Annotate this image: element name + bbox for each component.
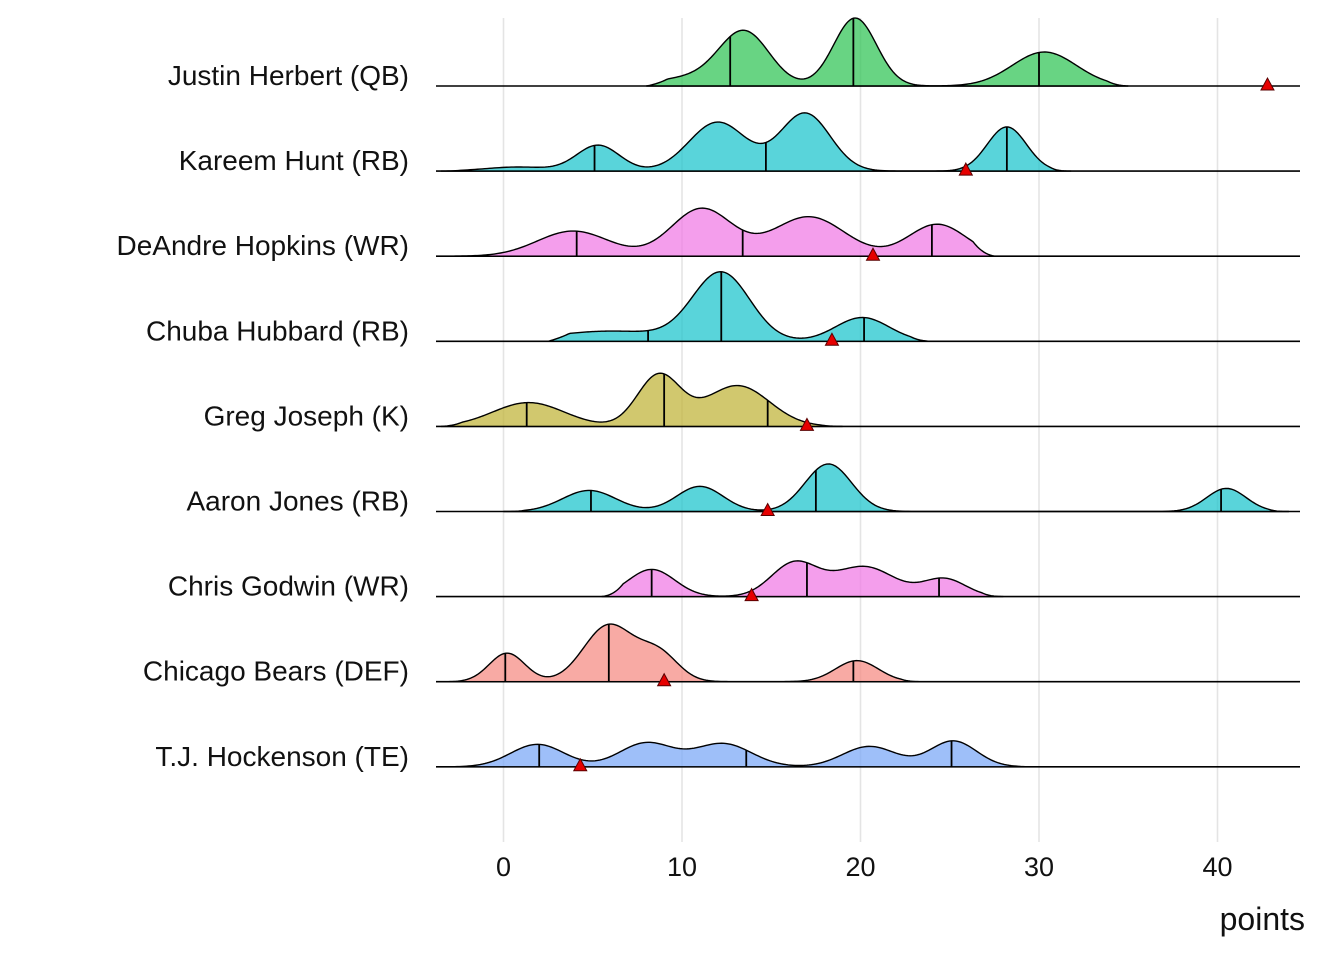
actual-score-marker-4 — [799, 417, 815, 431]
ridge-density-4 — [440, 372, 843, 428]
actual-score-marker-3 — [824, 332, 840, 346]
ridge-density-3 — [547, 271, 932, 342]
ridge-density-2 — [441, 207, 995, 257]
y-label-2: DeAndre Hopkins (WR) — [116, 230, 409, 261]
gridlines — [502, 18, 1219, 842]
y-axis-labels: Justin Herbert (QB) Kareem Hunt (RB) DeAnd… — [116, 60, 409, 772]
actual-score-marker-6 — [744, 587, 759, 602]
y-label-6: Chris Godwin (WR) — [168, 571, 409, 602]
ridge-density-8 — [441, 740, 1039, 768]
x-tick-label-30: 30 — [1024, 852, 1054, 882]
x-tick-label-20: 20 — [845, 852, 875, 882]
y-label-8: T.J. Hockenson (TE) — [155, 741, 409, 772]
actual-score-marker-5 — [760, 502, 776, 516]
ridge-density-0 — [646, 17, 1129, 87]
ridge-density-1 — [441, 112, 1072, 172]
ridge-density-7 — [441, 623, 923, 683]
ridges — [436, 17, 1300, 772]
ridge-density-6 — [601, 560, 1004, 598]
actual-score-marker-7 — [656, 672, 672, 687]
y-label-3: Chuba Hubbard (RB) — [146, 315, 409, 346]
y-label-5: Aaron Jones (RB) — [186, 486, 409, 517]
actual-score-marker-8 — [572, 757, 588, 772]
x-axis-title: points — [1220, 901, 1305, 937]
y-label-1: Kareem Hunt (RB) — [179, 145, 409, 176]
ridge-density-5 — [503, 463, 1289, 513]
actual-score-marker-1 — [958, 162, 974, 176]
x-tick-label-0: 0 — [496, 852, 511, 882]
y-label-7: Chicago Bears (DEF) — [143, 656, 409, 687]
y-label-4: Greg Joseph (K) — [204, 400, 409, 431]
y-label-0: Justin Herbert (QB) — [168, 60, 409, 91]
actual-score-marker-2 — [865, 247, 881, 261]
x-axis-ticks: 0 10 20 30 40 — [496, 852, 1233, 882]
x-tick-label-40: 40 — [1202, 852, 1232, 882]
actual-score-marker-0 — [1260, 76, 1275, 91]
x-tick-label-10: 10 — [667, 852, 697, 882]
